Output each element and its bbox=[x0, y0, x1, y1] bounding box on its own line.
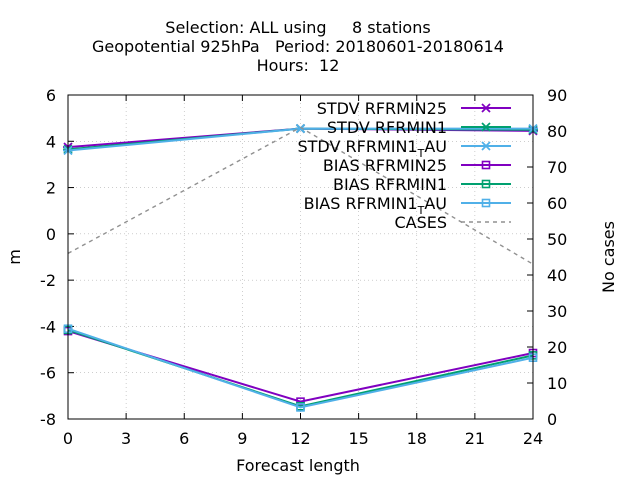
plot-lines bbox=[63, 123, 538, 412]
x-tick-label: 21 bbox=[465, 429, 485, 448]
legend-label: STDV RFRMIN1TAU bbox=[298, 137, 448, 160]
chart-title-line-2: Geopotential 925hPa Period: 20180601-201… bbox=[92, 37, 504, 56]
legend-label: BIAS RFRMIN1 bbox=[333, 175, 447, 194]
y2-tick-label: 60 bbox=[547, 194, 567, 213]
x-tick-label: 6 bbox=[179, 429, 189, 448]
data-point bbox=[481, 160, 491, 170]
plot-border bbox=[67, 94, 534, 420]
series-line bbox=[67, 327, 534, 409]
data-point bbox=[481, 179, 491, 189]
y2-tick-label: 80 bbox=[547, 122, 567, 141]
x-tick-label: 0 bbox=[63, 429, 73, 448]
y2-tick-label: 0 bbox=[547, 410, 557, 429]
data-point bbox=[481, 122, 491, 132]
y-tick-label: 0 bbox=[46, 225, 56, 244]
x-tick-label: 12 bbox=[290, 429, 310, 448]
y-tick-label: -8 bbox=[40, 410, 56, 429]
y-tick-label: 6 bbox=[46, 86, 56, 105]
y2-tick-label: 50 bbox=[547, 230, 567, 249]
legend-label: STDV RFRMIN25 bbox=[317, 99, 447, 118]
y-tick-label: -2 bbox=[40, 271, 56, 290]
data-point bbox=[481, 198, 491, 208]
y2-tick-label: 40 bbox=[547, 266, 567, 285]
legend-entry: BIAS RFRMIN25 bbox=[323, 156, 511, 175]
chart-title-line-3: Hours: 12 bbox=[257, 56, 340, 75]
y2-tick-label: 30 bbox=[547, 302, 567, 321]
data-point bbox=[481, 141, 491, 151]
grid bbox=[68, 95, 533, 419]
y2-tick-label: 70 bbox=[547, 158, 567, 177]
y2-tick-label: 90 bbox=[547, 86, 567, 105]
legend-entry: STDV RFRMIN25 bbox=[317, 99, 511, 118]
ticks: 0 3 6 9 12 15 18 21 246420-2-4-6-890807060504030… bbox=[40, 86, 567, 448]
legend-entry: CASES bbox=[394, 213, 511, 232]
x-tick-label: 3 bbox=[121, 429, 131, 448]
data-point bbox=[481, 103, 491, 113]
legend-entry: BIAS RFRMIN1 bbox=[333, 175, 511, 194]
data-point bbox=[296, 403, 305, 412]
y2-tick-label: 20 bbox=[547, 338, 567, 357]
legend-entry: BIAS RFRMIN1TAU bbox=[304, 194, 511, 217]
y-tick-label: -6 bbox=[40, 364, 56, 383]
legend-entry: STDV RFRMIN1TAU bbox=[298, 137, 511, 160]
legend-label: BIAS RFRMIN1TAU bbox=[304, 194, 447, 217]
series-line bbox=[67, 126, 534, 265]
x-tick-label: 18 bbox=[407, 429, 427, 448]
legend-label: BIAS RFRMIN25 bbox=[323, 156, 447, 175]
x-tick-label: 24 bbox=[523, 429, 543, 448]
legend-label: STDV RFRMIN1 bbox=[327, 118, 447, 137]
legend-label: CASES bbox=[394, 213, 447, 232]
x-tick-label: 9 bbox=[237, 429, 247, 448]
chart-title-line-1: Selection: ALL using 8 stations bbox=[165, 18, 430, 37]
y-tick-label: 4 bbox=[46, 132, 56, 151]
x-axis-label: Forecast length bbox=[236, 456, 360, 475]
legend-entry: STDV RFRMIN1 bbox=[327, 118, 511, 137]
x-tick-label: 15 bbox=[348, 429, 368, 448]
series-cases bbox=[67, 126, 534, 265]
y-axis-label: m bbox=[5, 249, 24, 265]
data-point bbox=[296, 397, 305, 406]
y2-axis-label: No cases bbox=[599, 221, 618, 293]
y-tick-label: -4 bbox=[40, 317, 56, 336]
y2-tick-label: 10 bbox=[547, 374, 567, 393]
y-tick-label: 2 bbox=[46, 179, 56, 198]
